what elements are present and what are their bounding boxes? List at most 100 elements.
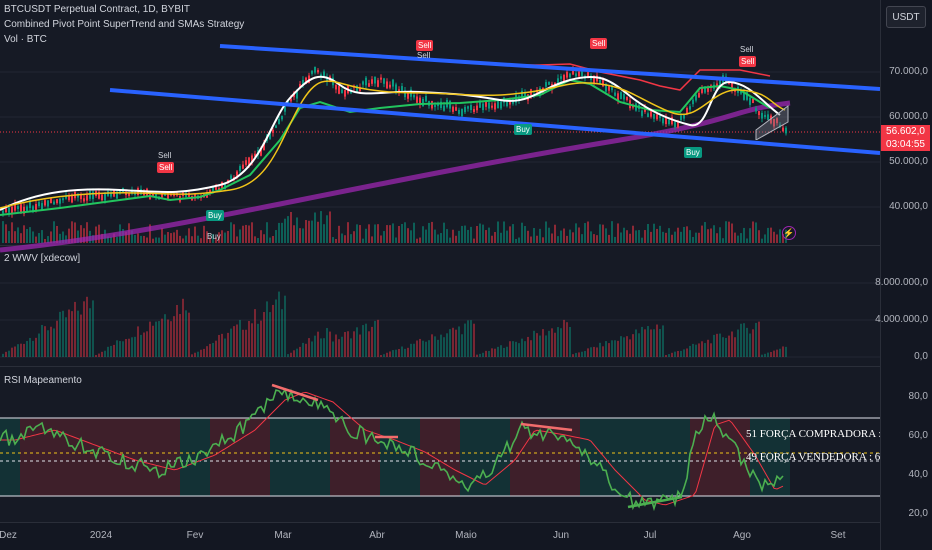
volume-bar — [740, 233, 742, 243]
wwv-bar — [608, 343, 610, 357]
wwv-bar — [362, 325, 364, 357]
sell-signal-marker[interactable]: Sell — [739, 56, 757, 67]
wwv-bar — [545, 335, 547, 357]
currency-button[interactable]: USDT — [886, 6, 926, 28]
volume-bar — [779, 229, 781, 243]
volume-bar — [311, 220, 313, 243]
wwv-bar — [638, 333, 640, 357]
wwv-bar — [479, 353, 481, 357]
wwv-bar — [455, 329, 457, 357]
wwv-bar — [302, 342, 304, 357]
time-tick: Jun — [552, 530, 570, 541]
wwv-bar — [440, 334, 442, 357]
volume-bar — [389, 225, 391, 243]
volume-bar — [281, 222, 283, 243]
sell-signal-marker[interactable]: Sell — [416, 40, 434, 51]
sell-signal-marker[interactable]: Sell — [590, 38, 608, 49]
sell-signal-label: Sell — [740, 45, 754, 54]
volume-bar — [254, 236, 256, 243]
wwv-bar — [680, 350, 682, 357]
volume-bar — [134, 234, 136, 243]
wwv-bar — [248, 320, 250, 357]
wwv-bar — [245, 329, 247, 357]
volume-bar — [743, 227, 745, 243]
wwv-tick: 0,0 — [914, 351, 928, 362]
strategy-legend[interactable]: Combined Pivot Point SuperTrend and SMAs… — [4, 19, 245, 30]
wwv-bar — [515, 341, 517, 357]
volume-legend[interactable]: Vol · BTC — [4, 34, 47, 45]
volume-bar — [533, 228, 535, 243]
symbol-legend[interactable]: BTCUSDT Perpetual Contract, 1D, BYBIT — [4, 4, 190, 15]
wwv-bar — [605, 341, 607, 357]
volume-bar — [146, 237, 148, 243]
wwv-bar — [626, 336, 628, 357]
volume-bar — [683, 226, 685, 243]
buy-signal-marker[interactable]: Buy — [684, 147, 702, 158]
volume-bar — [224, 232, 226, 243]
volume-bar — [158, 237, 160, 243]
wwv-bar — [737, 329, 739, 357]
wwv-bar — [710, 343, 712, 357]
wwv-bar — [320, 338, 322, 357]
sma-short-line — [0, 75, 781, 211]
pane-separator[interactable] — [0, 245, 932, 246]
volume-bar — [380, 235, 382, 243]
price-tick: 40.000,0 — [889, 201, 928, 212]
lightning-icon[interactable]: ⚡ — [782, 226, 796, 240]
volume-bar — [737, 235, 739, 243]
wwv-bar — [23, 343, 25, 357]
sell-signal-marker[interactable]: Sell — [157, 162, 175, 173]
wwv-bar — [185, 310, 187, 357]
volume-bar — [608, 234, 610, 243]
wwv-bar — [458, 326, 460, 357]
volume-bar — [35, 236, 37, 243]
volume-bar — [365, 228, 367, 243]
wwv-bar — [149, 321, 151, 357]
volume-bar — [50, 231, 52, 243]
volume-bar — [713, 225, 715, 243]
rsi-tick: 20,0 — [908, 508, 928, 519]
volume-bar — [299, 228, 301, 243]
volume-bar — [218, 232, 220, 243]
volume-bar — [377, 224, 379, 243]
price-tick: 50.000,0 — [889, 156, 928, 167]
volume-bar — [233, 224, 235, 243]
wwv-bar — [548, 330, 550, 357]
wwv-bar — [752, 329, 754, 357]
volume-bar — [446, 229, 448, 243]
wwv-bar — [407, 347, 409, 357]
wwv-pane[interactable] — [0, 246, 880, 366]
wwv-bar — [308, 338, 310, 357]
wwv-bar — [119, 341, 121, 357]
wwv-bar — [170, 321, 172, 357]
volume-bar — [701, 225, 703, 243]
wwv-bar — [776, 349, 778, 357]
time-tick: 2024 — [89, 530, 113, 541]
pane-separator[interactable] — [0, 366, 932, 367]
buy-signal-marker[interactable]: Buy — [206, 210, 224, 221]
volume-bar — [8, 231, 10, 243]
wwv-bar — [506, 346, 508, 357]
wwv-bar — [254, 309, 256, 357]
volume-bar — [521, 222, 523, 243]
buy-signal-marker[interactable]: Buy — [514, 124, 532, 135]
volume-bar — [275, 230, 277, 243]
chart-canvas[interactable] — [0, 0, 880, 550]
countdown-tag: 03:04:55 — [881, 138, 930, 151]
wwv-bar — [635, 329, 637, 357]
wwv-bar — [311, 341, 313, 357]
price-axis[interactable]: USDT 70.000,0 60.000,0 50.000,0 40.000,0… — [875, 0, 932, 550]
wwv-bar — [494, 348, 496, 357]
wwv-bar — [542, 329, 544, 357]
wwv-bar — [413, 343, 415, 357]
wwv-bar — [404, 348, 406, 357]
rsi-legend[interactable]: RSI Mapeamento — [4, 375, 82, 386]
volume-bar — [44, 238, 46, 243]
volume-bar — [74, 222, 76, 243]
wwv-bar — [182, 298, 184, 357]
wwv-legend[interactable]: 2 WWV [xdecow] — [4, 253, 81, 264]
volume-bar — [635, 230, 637, 243]
wwv-bar — [473, 323, 475, 357]
price-pane[interactable] — [0, 0, 880, 245]
wwv-bar — [446, 333, 448, 357]
